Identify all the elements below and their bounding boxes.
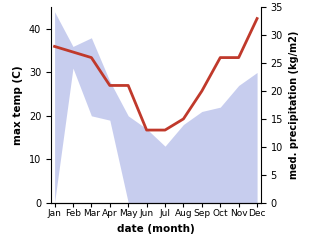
Y-axis label: med. precipitation (kg/m2): med. precipitation (kg/m2): [288, 31, 299, 179]
X-axis label: date (month): date (month): [117, 224, 195, 234]
Y-axis label: max temp (C): max temp (C): [13, 65, 23, 145]
